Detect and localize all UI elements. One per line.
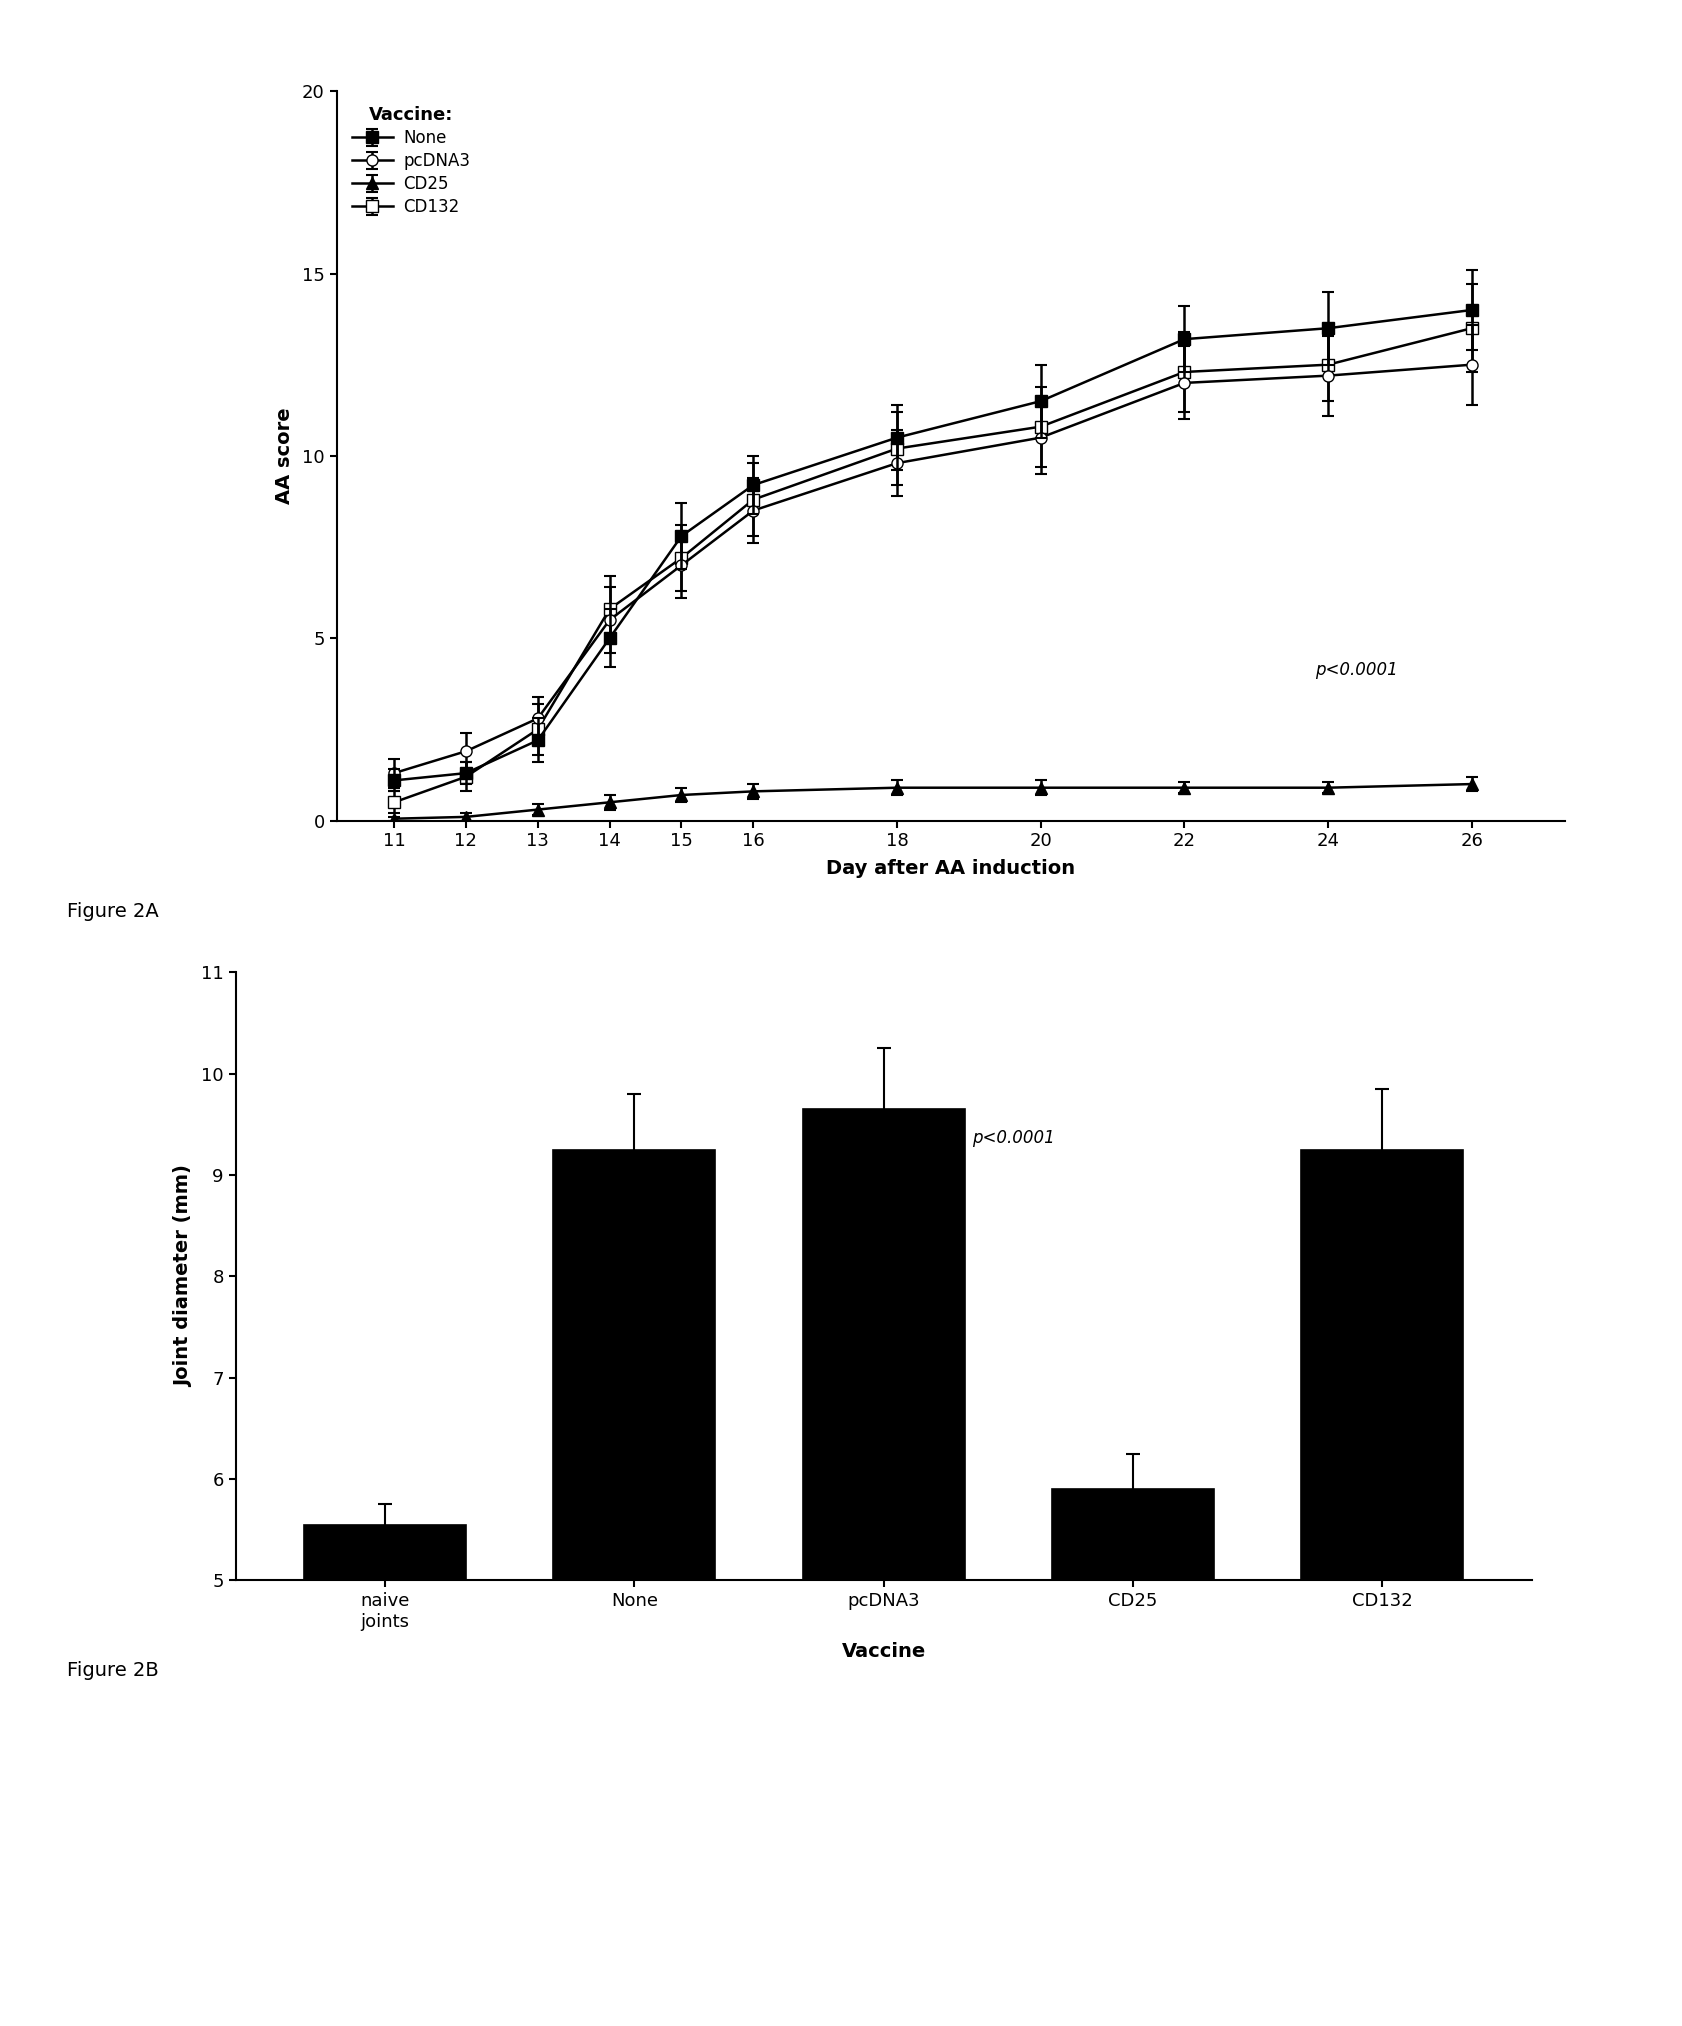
Bar xyxy=(802,1108,964,2026)
Text: Figure 2A: Figure 2A xyxy=(67,902,160,920)
Text: Figure 2B: Figure 2B xyxy=(67,1661,160,1680)
Bar xyxy=(1300,1149,1462,2026)
Legend: None, pcDNA3, CD25, CD132: None, pcDNA3, CD25, CD132 xyxy=(345,99,476,223)
Text: p<0.0001: p<0.0001 xyxy=(971,1128,1055,1147)
Bar xyxy=(1051,1489,1213,2026)
Text: p<0.0001: p<0.0001 xyxy=(1314,660,1396,679)
X-axis label: Vaccine: Vaccine xyxy=(841,1641,925,1661)
X-axis label: Day after AA induction: Day after AA induction xyxy=(826,859,1075,877)
Bar xyxy=(304,1524,466,2026)
Y-axis label: Joint diameter (mm): Joint diameter (mm) xyxy=(173,1165,193,1388)
Bar xyxy=(553,1149,715,2026)
Y-axis label: AA score: AA score xyxy=(274,407,293,504)
